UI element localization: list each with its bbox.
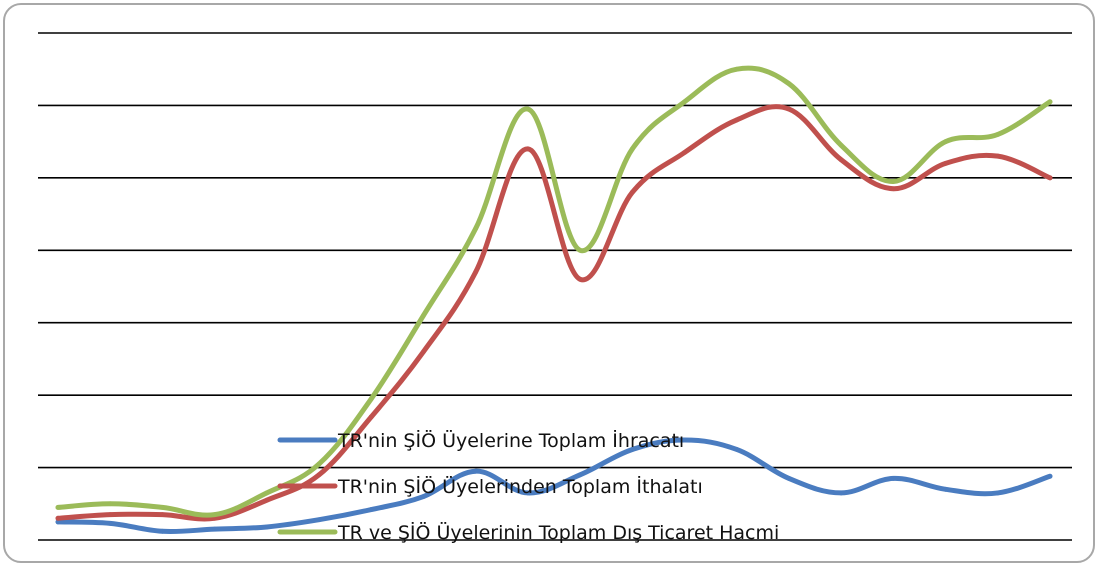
series-line-hacim-point-17 [943,139,948,145]
series-line-ithalat-point-12 [682,150,687,155]
series-line-ithalat-point-9 [525,146,531,152]
series-line-ihracat-point-1 [107,520,113,526]
series-line-hacim-point-8 [473,226,479,231]
series-line-ihracat-point-10 [577,472,583,478]
series-line-ithalat-point-8 [473,269,479,275]
series-line-ihracat-point-14 [786,476,792,481]
series-line-hacim-point-9 [525,106,531,112]
series-line-ihracat-point-4 [264,524,270,530]
chart-frame [3,3,1095,563]
series-line-ithalat-point-4 [264,497,270,503]
series-line-ihracat-point-19 [1047,473,1053,479]
series-line-hacim-point-5 [316,461,322,467]
series-line-hacim-point-12 [682,99,687,105]
series-line-ithalat-point-14 [786,106,792,112]
series-line-ihracat-point-7 [421,494,426,499]
series-line-ihracat [55,437,1053,535]
series-line-ithalat-point-0 [55,515,61,521]
series-line-hacim [55,65,1053,518]
series-line-ithalat-point-7 [421,349,426,355]
series-line-ihracat-point-17 [943,486,948,492]
series-line-hacim-point-15 [838,142,844,148]
series-line-ithalat-point-17 [943,160,948,166]
series-line-ithalat-point-5 [316,472,322,478]
series-line-ithalat-point-11 [629,189,635,195]
series-line-hacim-point-6 [368,396,374,402]
series-line-ithalat-point-2 [160,512,165,518]
series-line-ihracat-point-8 [473,468,479,474]
series-line-hacim-point-11 [629,146,635,152]
series-line-ithalat-point-15 [838,157,844,163]
series-line-ithalat-point-10 [577,276,583,282]
gridlines [38,32,1072,541]
series-line-ihracat-point-5 [316,517,322,523]
series-line-ihracat-point-12 [682,437,687,443]
series-line-hacim-point-0 [55,505,61,510]
series-line-ihracat-point-6 [368,507,374,512]
series-line-ihracat-point-18 [995,490,1001,496]
series-line-ithalat-point-16 [890,186,896,192]
series-line-ithalat-point-18 [995,153,1001,159]
series-line-hacim-point-10 [577,247,583,253]
series-lines [55,65,1053,535]
legend: TR'nin ŞİÖ Üyelerine Toplam İhracatı TR'… [277,429,779,544]
series-line-ithalat-point-1 [107,512,113,518]
series-line-hacim-point-7 [421,313,426,318]
series-line-hacim-point-3 [212,512,218,518]
series-line-ihracat-point-16 [890,476,896,481]
series-line-hacim-point-18 [995,132,1001,137]
series-line-hacim-point-19 [1047,99,1053,105]
series-line-ihracat-point-15 [838,490,844,496]
series-line-hacim-point-4 [264,490,270,496]
series-line-hacim-point-1 [107,501,113,507]
legend-label-hacim: TR ve ŞİÖ Üyelerinin Toplam Dış Ticaret … [337,521,779,544]
series-line-ihracat-point-0 [55,519,61,525]
series-line-ihracat-point-11 [629,447,635,452]
legend-label-ithalat: TR'nin ŞİÖ Üyelerinden Toplam İthalatı [337,475,703,498]
series-line-ihracat-point-3 [212,526,218,532]
legend-label-ihracat: TR'nin ŞİÖ Üyelerine Toplam İhracatı [337,429,684,452]
series-line-ithalat-point-13 [734,117,740,123]
series-line-ihracat-point-2 [160,528,165,534]
series-line-hacim-point-2 [160,505,165,510]
series-line-hacim-point-14 [786,81,792,87]
series-line-hacim-point-16 [890,179,896,184]
series-line-ihracat-point-13 [734,447,740,452]
series-line-ithalat-point-19 [1047,175,1053,181]
series-line-ithalat-point-6 [368,414,374,420]
series-line-hacim-point-13 [734,66,740,72]
series-line-ithalat [55,104,1053,522]
series-line-ihracat-point-9 [525,490,531,496]
